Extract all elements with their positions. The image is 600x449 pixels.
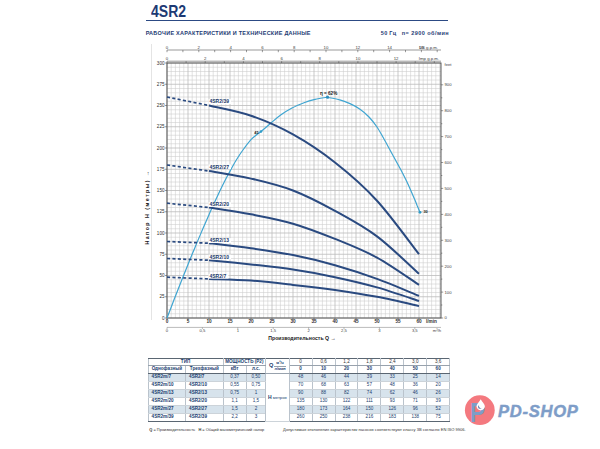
svg-text:P: P (470, 397, 485, 428)
